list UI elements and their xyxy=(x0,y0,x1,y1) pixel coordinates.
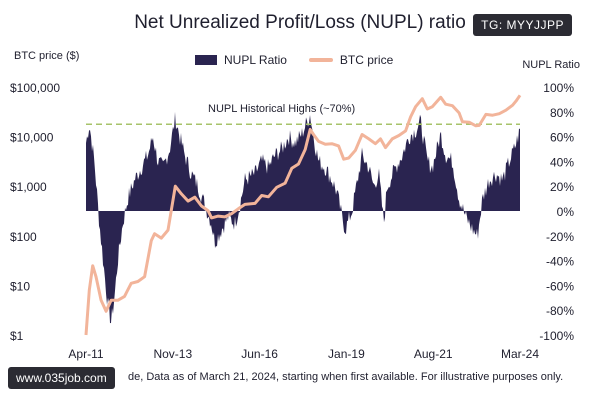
watermark-badge: TG: MYYJJPP xyxy=(473,14,572,36)
legend: NUPL Ratio BTC price xyxy=(195,53,393,67)
footer-watermark: www.035job.com xyxy=(8,367,115,389)
legend-swatch-btc xyxy=(308,58,333,62)
x-tick-label: Apr-11 xyxy=(68,347,103,361)
right-tick-label: -20% xyxy=(546,230,574,244)
legend-label-btc: BTC price xyxy=(339,53,394,67)
x-tick-label: Aug-21 xyxy=(414,347,453,361)
right-tick-label: -100% xyxy=(539,329,574,343)
right-tick-label: 60% xyxy=(550,131,574,145)
right-axis-label: NUPL Ratio xyxy=(522,59,580,71)
x-tick-label: Mar-24 xyxy=(501,347,539,361)
left-tick-label: $1 xyxy=(10,329,24,343)
chart-title: Net Unrealized Profit/Loss (NUPL) ratio xyxy=(134,12,466,33)
right-tick-label: -40% xyxy=(546,255,574,269)
footer: www.035job.com de, Data as of March 21, … xyxy=(0,364,600,390)
right-tick-label: -60% xyxy=(546,279,574,293)
left-tick-label: $100 xyxy=(10,230,37,244)
x-tick-label: Nov-13 xyxy=(153,347,192,361)
right-tick-label: 40% xyxy=(550,155,574,169)
nupl-area xyxy=(86,111,520,324)
left-tick-label: $100,000 xyxy=(10,81,60,95)
legend-swatch-nupl xyxy=(195,55,217,65)
btc-price-line xyxy=(84,94,522,336)
right-tick-label: 0% xyxy=(557,205,575,219)
legend-label-nupl: NUPL Ratio xyxy=(224,53,287,67)
x-tick-label: Jun-16 xyxy=(241,347,278,361)
left-axis-label: BTC price ($) xyxy=(14,50,80,62)
threshold-label: NUPL Historical Highs (~70%) xyxy=(208,103,355,115)
right-tick-label: 20% xyxy=(550,180,574,194)
right-tick-label: -80% xyxy=(546,304,574,318)
x-tick-label: Jan-19 xyxy=(328,347,365,361)
left-tick-label: $10,000 xyxy=(10,131,54,145)
left-tick-label: $1,000 xyxy=(10,180,47,194)
right-tick-label: 100% xyxy=(543,81,574,95)
right-tick-label: 80% xyxy=(550,106,574,120)
left-tick-label: $10 xyxy=(10,279,30,293)
footnote: de, Data as of March 21, 2024, starting … xyxy=(128,371,564,383)
